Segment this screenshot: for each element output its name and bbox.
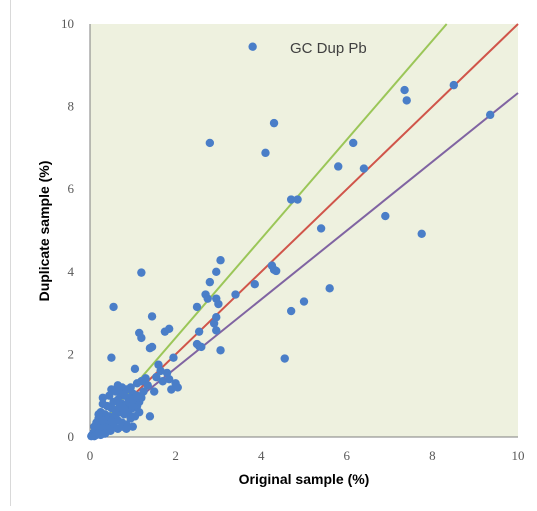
y-tick-label: 0 — [68, 429, 75, 444]
data-point — [286, 195, 296, 204]
data-point — [400, 85, 409, 95]
data-point — [250, 279, 259, 289]
data-point — [299, 297, 309, 306]
data-point — [120, 405, 129, 415]
data-point — [164, 374, 174, 384]
x-tick-label: 10 — [512, 448, 525, 463]
data-point — [145, 412, 155, 421]
data-point — [128, 422, 137, 431]
x-tick-label: 6 — [344, 448, 351, 463]
data-point — [192, 302, 202, 312]
data-point — [107, 417, 116, 426]
data-point — [286, 306, 296, 316]
data-point — [107, 353, 116, 362]
data-point — [130, 364, 140, 374]
x-tick-label: 2 — [172, 448, 179, 463]
data-point — [449, 80, 458, 90]
y-tick-label: 10 — [61, 16, 74, 31]
data-point — [98, 393, 108, 402]
data-point — [216, 256, 225, 265]
data-points — [87, 42, 495, 441]
data-point — [160, 327, 170, 336]
data-point — [132, 391, 142, 400]
data-point — [98, 416, 108, 425]
data-point — [150, 387, 159, 396]
data-point — [137, 268, 146, 277]
data-point — [212, 326, 221, 335]
data-point — [212, 267, 221, 276]
data-point — [147, 312, 157, 321]
data-point — [143, 381, 152, 390]
data-point — [248, 42, 257, 51]
data-point — [109, 302, 118, 312]
data-point — [156, 366, 165, 376]
data-point — [205, 138, 215, 148]
data-point — [122, 424, 131, 433]
data-point — [214, 299, 223, 309]
data-point — [137, 333, 146, 343]
data-point — [231, 290, 240, 299]
data-point — [349, 138, 358, 148]
x-axis-title: Original sample (%) — [239, 471, 370, 487]
reference-line-1 — [89, 23, 448, 438]
data-point — [158, 377, 167, 386]
data-point — [205, 277, 215, 287]
y-axis-title: Duplicate sample (%) — [36, 161, 52, 302]
data-point — [105, 391, 114, 400]
data-point — [94, 410, 103, 419]
axes — [89, 24, 518, 438]
data-point — [316, 224, 326, 233]
y-tick-label: 4 — [68, 264, 75, 279]
data-point — [209, 319, 219, 328]
data-point — [90, 431, 99, 441]
x-tick-label: 4 — [258, 448, 265, 463]
frame-border — [10, 0, 11, 506]
data-point — [145, 344, 155, 353]
data-point — [417, 229, 426, 239]
data-point — [152, 372, 161, 382]
data-point — [111, 410, 120, 419]
data-point — [203, 294, 212, 303]
tick-labels: 0 2 4 6 8 10 0 2 4 6 8 10 — [61, 16, 525, 463]
data-point — [402, 96, 411, 105]
x-tick-label: 0 — [87, 448, 94, 463]
data-point — [269, 118, 279, 128]
data-point — [381, 211, 390, 221]
data-point — [271, 266, 281, 276]
data-point — [173, 383, 182, 392]
data-point — [334, 162, 343, 171]
y-tick-label: 8 — [68, 99, 75, 114]
data-point — [325, 284, 334, 293]
data-point — [98, 399, 108, 409]
x-tick-label: 8 — [429, 448, 436, 463]
data-point — [100, 429, 110, 438]
data-point — [132, 379, 142, 388]
data-point — [280, 354, 289, 363]
y-tick-label: 6 — [68, 181, 75, 196]
data-point — [167, 385, 176, 394]
data-point — [293, 195, 302, 204]
data-point — [485, 110, 495, 120]
data-point — [261, 148, 270, 158]
data-point — [169, 353, 178, 362]
data-point — [359, 164, 369, 173]
data-point — [135, 408, 144, 417]
data-point — [216, 346, 225, 355]
data-point — [194, 327, 204, 336]
data-point — [197, 342, 206, 352]
y-tick-label: 2 — [68, 346, 75, 361]
chart-title: GC Dup Pb — [290, 40, 367, 57]
